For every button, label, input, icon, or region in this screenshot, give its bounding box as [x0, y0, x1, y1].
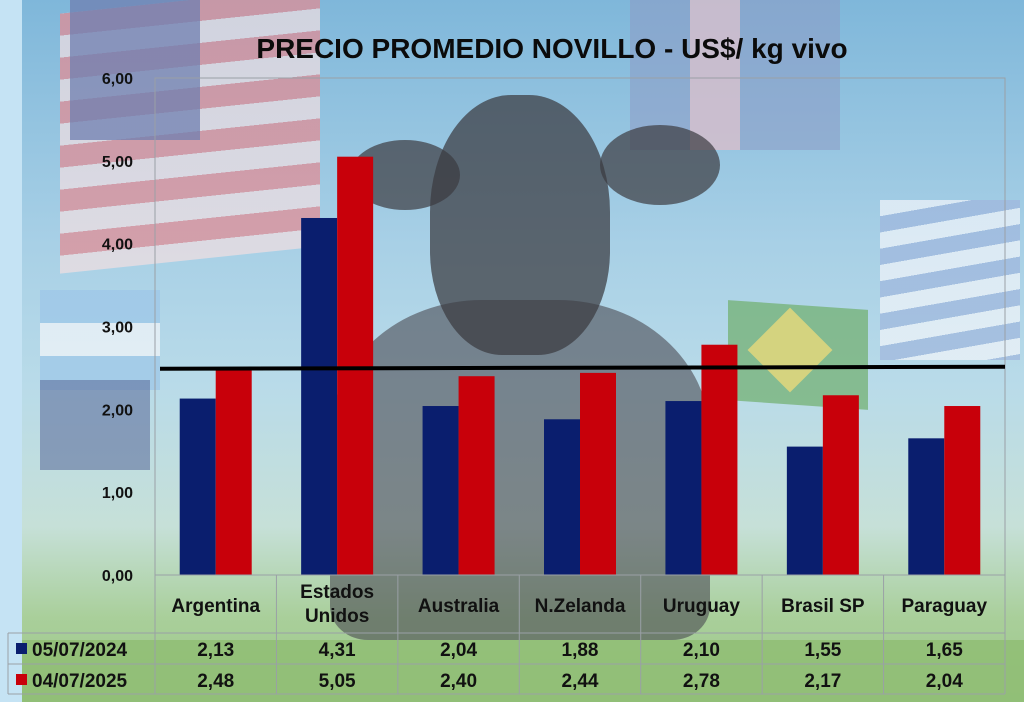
y-tick-label: 0,00 [102, 568, 133, 585]
cow-body-icon [330, 300, 710, 640]
category-label: N.Zelanda [535, 596, 626, 617]
cow-ear-right-icon [600, 125, 720, 205]
bar [908, 438, 945, 575]
data-label: 2,40 [440, 671, 477, 692]
y-tick-label: 1,00 [102, 485, 133, 502]
bar [944, 406, 981, 575]
category-label: Uruguay [663, 596, 741, 617]
category-label: Argentina [171, 596, 260, 617]
category-label: Unidos [305, 606, 369, 627]
left-strip [0, 0, 22, 702]
data-label: 2,10 [683, 640, 720, 661]
category-label: Paraguay [902, 596, 988, 617]
bar [580, 372, 616, 575]
new-zealand-flag-icon [40, 380, 150, 470]
y-tick-label: 5,00 [102, 154, 133, 171]
legend-swatch [16, 674, 27, 685]
cow-head-icon [430, 95, 610, 355]
data-label: 2,44 [562, 671, 599, 692]
plot-area: 0,00 1,00 2,00 3,00 4,00 5,00 6,00 Argentina Est… [7, 71, 1006, 695]
average-reference-line [159, 364, 1006, 371]
bar [822, 395, 859, 575]
bar [337, 156, 374, 576]
y-tick-label: 6,00 [102, 71, 133, 88]
bar [458, 376, 495, 575]
bar [544, 419, 580, 575]
bar [422, 406, 459, 575]
legend-swatch [16, 643, 27, 654]
legend-label: 05/07/2024 [32, 640, 128, 661]
data-label: 2,13 [197, 640, 234, 661]
data-label: 1,88 [562, 640, 599, 661]
grass-field [22, 640, 1024, 702]
argentina-flag-icon [40, 290, 160, 390]
y-tick-label: 4,00 [102, 237, 133, 254]
bar [301, 217, 338, 575]
bar [215, 369, 252, 575]
data-label: 2,78 [683, 671, 720, 692]
y-tick-label: 2,00 [102, 402, 133, 419]
data-label: 4,31 [319, 640, 356, 661]
uk-flag-cross-icon [690, 0, 740, 150]
category-label: Brasil SP [781, 596, 865, 617]
category-label: Australia [418, 596, 500, 617]
chart-title: PRECIO PROMEDIO NOVILLO - US$/ kg vivo [256, 33, 847, 64]
uruguay-flag-icon [880, 200, 1020, 360]
y-tick-label: 3,00 [102, 320, 133, 337]
data-label: 2,04 [440, 640, 477, 661]
data-label: 1,65 [926, 640, 963, 661]
data-label: 2,04 [926, 671, 963, 692]
legend-label: 04/07/2025 [32, 671, 128, 692]
data-label: 1,55 [804, 640, 841, 661]
usa-flag-canton-icon [70, 0, 200, 140]
bar [701, 344, 738, 575]
data-label: 2,17 [804, 671, 841, 692]
data-label: 5,05 [319, 671, 356, 692]
bar [179, 398, 216, 575]
bar [786, 446, 823, 575]
data-label: 2,48 [197, 671, 234, 692]
bar [665, 401, 702, 575]
category-label: Estados [300, 582, 374, 603]
